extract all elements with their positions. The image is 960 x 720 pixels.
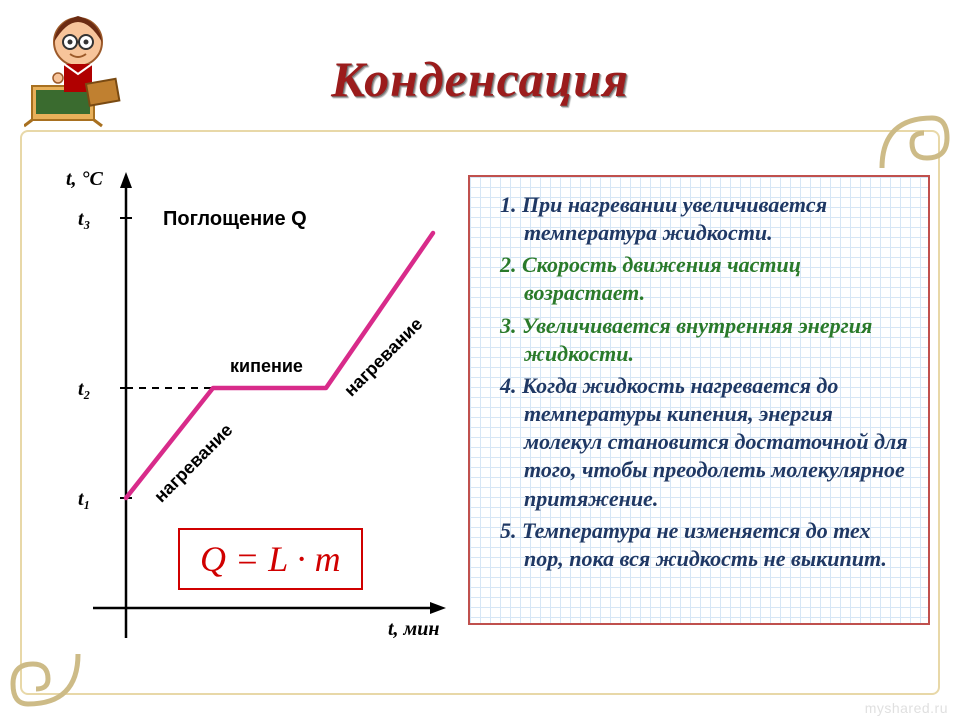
info-item: 1. При нагревании увеличивается температ…	[484, 191, 914, 247]
heating-chart: t, °C t, мин t₁ t₂ t₃ Поглощение Q кипен…	[38, 168, 458, 678]
info-list: 1. При нагревании увеличивается температ…	[484, 191, 914, 573]
y-tick-t3: t₃	[78, 208, 91, 231]
boiling-label: кипение	[230, 356, 303, 377]
info-item: 4. Когда жидкость нагревается до темпера…	[484, 372, 914, 513]
absorption-label: Поглощение Q	[163, 208, 307, 231]
y-axis-title: t, °C	[66, 168, 103, 191]
y-tick-t1: t₁	[78, 488, 91, 511]
page-title: Конденсация	[0, 50, 960, 108]
formula: Q = L · m	[178, 528, 363, 590]
info-item: 5. Температура не изменяется до тех пор,…	[484, 517, 914, 573]
x-axis-title: t, мин	[388, 618, 439, 641]
y-tick-t2: t₂	[78, 378, 91, 401]
watermark: myshared.ru	[865, 700, 948, 716]
info-item: 2. Скорость движения частиц возрастает.	[484, 251, 914, 307]
info-panel: 1. При нагревании увеличивается температ…	[468, 175, 930, 625]
info-item: 3. Увеличивается внутренняя энергия жидк…	[484, 312, 914, 368]
